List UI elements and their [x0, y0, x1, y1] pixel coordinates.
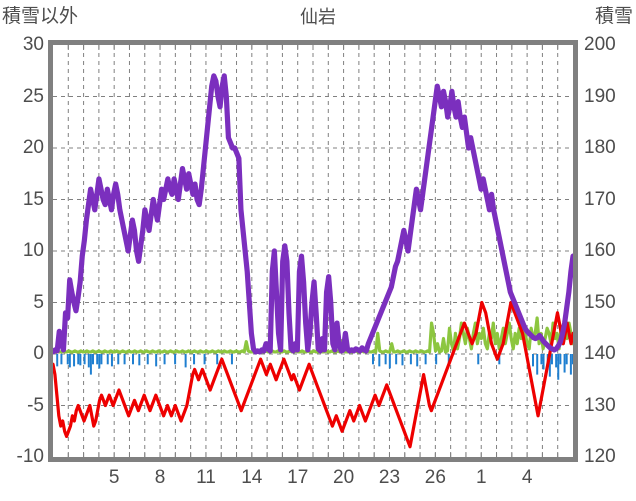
precipitation-bar [447, 354, 450, 365]
y-tick-right-150: 150 [584, 291, 616, 313]
y-tick-right-140: 140 [584, 343, 616, 364]
precipitation-bar [96, 354, 99, 365]
y-tick-left-0: 0 [33, 343, 44, 364]
precipitation-bar [542, 354, 545, 370]
precipitation-bar [565, 354, 568, 365]
precipitation-bar [60, 354, 63, 365]
precipitation-bar [100, 354, 103, 365]
precipitation-bar [123, 354, 126, 365]
y-tick-left--5: -5 [27, 394, 44, 416]
precipitation-bar [388, 354, 391, 369]
precipitation-bar [66, 354, 69, 365]
x-tick-11: 11 [196, 467, 216, 488]
y-tick-right-200: 200 [584, 34, 616, 55]
precipitation-bar [548, 354, 551, 377]
precipitation-bar [572, 354, 573, 365]
precipitation-bar [163, 354, 166, 365]
precipitation-bar [435, 354, 438, 365]
x-tick-17: 17 [287, 467, 309, 488]
x-tick-23: 23 [378, 467, 401, 488]
precipitation-bar [79, 354, 82, 366]
precipitation-bar [550, 354, 553, 365]
x-tick-14: 14 [241, 467, 263, 488]
precipitation-bar [174, 354, 177, 365]
series-line-最低気温 [53, 316, 573, 354]
precipitation-bar [83, 354, 86, 365]
precipitation-bar [416, 354, 419, 367]
precipitation-bar [106, 354, 109, 365]
precipitation-bar [409, 354, 412, 365]
precipitation-bar [557, 354, 560, 380]
precipitation-bar [555, 354, 558, 368]
precipitation-bar [536, 354, 539, 375]
y-tick-right-130: 130 [584, 394, 616, 416]
precipitation-bar [569, 354, 572, 375]
precipitation-bar [424, 354, 427, 365]
precipitation-bar [193, 354, 196, 365]
y-tick-left-15: 15 [22, 188, 44, 210]
y-tick-right-190: 190 [584, 85, 616, 107]
chart-title: 仙岩 [300, 7, 336, 27]
gridlines [53, 45, 573, 457]
precipitation-bar [401, 354, 404, 366]
right-axis-title: 積雪 [594, 6, 633, 27]
precipitation-bar [230, 354, 233, 365]
precipitation-bar [146, 354, 149, 365]
y-tick-left-30: 30 [22, 34, 44, 55]
precipitation-bar [384, 354, 387, 365]
x-tick-1: 1 [475, 467, 487, 488]
precipitation-bar [110, 354, 113, 367]
precipitation-bar [498, 354, 501, 365]
precipitation-bar [372, 354, 374, 365]
precipitation-bar [68, 354, 71, 368]
precipitation-bar [477, 354, 480, 365]
precipitation-bar [92, 354, 94, 365]
x-tick-8: 8 [154, 467, 166, 488]
precipitation-bar [73, 354, 76, 367]
y-tick-left-25: 25 [22, 85, 44, 107]
y-tick-right-170: 170 [584, 188, 616, 210]
series-lines [53, 73, 573, 449]
precipitation-bar [532, 354, 534, 367]
y-tick-right-120: 120 [584, 446, 616, 467]
x-tick-4: 4 [521, 467, 533, 488]
y-tick-right-180: 180 [584, 137, 616, 158]
precipitation-bar [155, 354, 158, 367]
y-tick-left-20: 20 [22, 137, 44, 158]
precipitation-bar [395, 354, 398, 365]
precipitation-bar [56, 354, 59, 367]
precipitation-bar [203, 354, 206, 365]
precipitation-bar [117, 354, 120, 365]
x-tick-20: 20 [333, 467, 355, 488]
series-line-最高気温 [53, 300, 573, 449]
precipitation-bar [87, 354, 90, 368]
precipitation-bar [184, 354, 187, 368]
y-tick-left-5: 5 [33, 291, 44, 313]
precipitation-bar [98, 354, 101, 369]
y-tick-right-160: 160 [584, 240, 616, 261]
left-axis-title: 積雪以外 [2, 6, 79, 27]
precipitation-bar [540, 354, 543, 365]
y-tick-left-10: 10 [22, 240, 44, 261]
x-tick-5: 5 [108, 467, 120, 488]
y-tick-left--10: -10 [16, 446, 44, 467]
precipitation-bar [138, 354, 141, 366]
plot-area [48, 40, 578, 462]
precipitation-bar [378, 354, 381, 367]
precipitation-bar [89, 354, 92, 375]
chart-canvas [53, 45, 573, 457]
precipitation-bar [132, 354, 134, 365]
precipitation-bars [56, 354, 573, 380]
precipitation-bar [559, 354, 562, 365]
precipitation-bar [77, 354, 80, 365]
precipitation-bar [563, 354, 566, 373]
series-line-積雪 [53, 73, 573, 355]
x-tick-26: 26 [424, 467, 446, 488]
precipitation-bar [216, 354, 219, 365]
plot-inner [53, 45, 573, 457]
